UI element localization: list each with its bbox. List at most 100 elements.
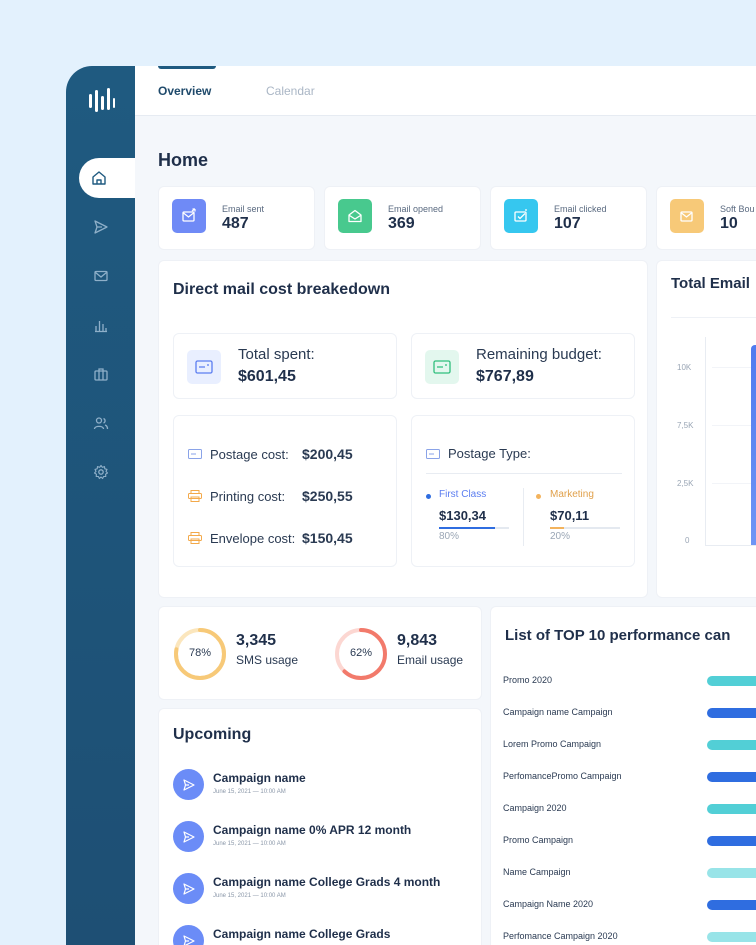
y-axis [705, 337, 706, 545]
upcoming-item[interactable]: Campaign name 0% APR 12 month June 15, 2… [173, 821, 483, 861]
y-tick-label: 7,5K [677, 421, 694, 430]
stat-label: Email opened [388, 204, 444, 214]
stat-value: 107 [554, 215, 581, 232]
x-axis [705, 545, 756, 546]
gridline [712, 483, 756, 484]
top10-bar [707, 804, 756, 814]
upcoming-date: June 15, 2021 — 10:00 AM [213, 789, 286, 795]
upcoming-item[interactable]: Campaign name College Grads [173, 925, 483, 945]
upcoming-item[interactable]: Campaign name College Grads 4 month June… [173, 873, 483, 913]
upcoming-title: Campaign name College Grads [213, 927, 391, 941]
postage-type-percent: 20% [550, 531, 571, 542]
top10-bar [707, 676, 756, 686]
send-icon [173, 925, 204, 945]
email-usage-percent: 62% [349, 647, 373, 659]
mail-icon [93, 270, 108, 282]
divider [523, 488, 524, 546]
sidebar-item-settings[interactable] [66, 452, 135, 492]
top10-label: PerfomancePromo Campaign [503, 771, 622, 781]
sms-usage-percent: 78% [188, 647, 212, 659]
divider [671, 317, 756, 318]
marketing-bar [550, 527, 620, 529]
stat-value: 10 [720, 215, 738, 232]
send-icon [173, 821, 204, 852]
users-icon [93, 417, 108, 430]
sidebar-item-analytics[interactable] [66, 305, 135, 345]
email-usage-value: 9,843 [397, 632, 438, 649]
envelope-cost-row: Envelope cost: $150,45 [188, 530, 353, 546]
stat-label: Soft Bou [720, 204, 755, 214]
remaining-budget-box: Remaining budget: $767,89 [411, 333, 635, 399]
upcoming-title: Campaign name College Grads 4 month [213, 875, 441, 889]
remaining-budget-value: $767,89 [476, 368, 534, 385]
card-icon [425, 350, 459, 384]
total-spent-box: Total spent: $601,45 [173, 333, 397, 399]
postage-icon [426, 449, 440, 459]
card-title: Direct mail cost breakedown [173, 281, 390, 298]
top10-label: Lorem Promo Campaign [503, 739, 602, 749]
cost-label: Printing cost: [210, 488, 286, 504]
top10-bar [707, 772, 756, 782]
postage-type-name: Marketing [550, 489, 594, 500]
sidebar-item-users[interactable] [66, 403, 135, 443]
stat-card-email-clicked[interactable]: Email clicked 107 [490, 186, 647, 250]
divider [426, 473, 622, 474]
top-bar: Overview Calendar [135, 66, 756, 116]
top10-label: Perfomance Campaign 2020 [503, 931, 618, 941]
upcoming-date: June 15, 2021 — 10:00 AM [213, 841, 286, 847]
top10-label: Campaign 2020 [503, 803, 567, 813]
stat-card-soft-bounce[interactable]: Soft Bou 10 [656, 186, 756, 250]
top10-label: Name Campaign [503, 867, 571, 877]
y-tick-label: 2,5K [677, 479, 694, 488]
marketing-bar-fill [550, 527, 564, 529]
active-tab-indicator [158, 66, 216, 69]
sidebar-item-home[interactable] [79, 158, 135, 198]
app-window: Overview Calendar Home Email sent 487 Em… [66, 66, 756, 945]
sms-usage-donut [174, 628, 226, 680]
printing-cost-row: Printing cost: $250,55 [188, 488, 353, 504]
sidebar-item-mail[interactable] [66, 256, 135, 296]
y-tick-label: 0 [685, 536, 690, 545]
usage-card: 78% 3,345 SMS usage 62% 9,843 Email usag… [158, 606, 482, 700]
postage-type-value: $130,34 [439, 508, 486, 523]
send-icon [173, 769, 204, 800]
stat-card-email-sent[interactable]: Email sent 487 [158, 186, 315, 250]
stat-card-email-opened[interactable]: Email opened 369 [324, 186, 481, 250]
marketing-dot [536, 494, 541, 499]
postage-type-box: Postage Type: First Class $130,34 80% Ma… [411, 415, 635, 567]
upcoming-title: Campaign name 0% APR 12 month [213, 823, 412, 837]
sidebar [66, 66, 135, 945]
upcoming-date: June 15, 2021 — 10:00 AM [213, 893, 286, 899]
stat-value: 487 [222, 215, 249, 232]
top10-bar [707, 868, 756, 878]
top10-label: Campaign name Campaign [503, 707, 613, 717]
top10-bar [707, 836, 756, 846]
tab-overview[interactable]: Overview [158, 84, 212, 98]
email-usage-label: Email usage [397, 653, 464, 667]
chart-bar [751, 345, 756, 545]
postage-cost-row: Postage cost: $200,45 [188, 446, 353, 462]
cost-label: Postage cost: [210, 446, 289, 462]
upcoming-title: Campaign name [213, 771, 306, 785]
tab-calendar[interactable]: Calendar [266, 84, 315, 98]
sidebar-item-briefcase[interactable] [66, 354, 135, 394]
email-sent-icon [172, 199, 206, 233]
postage-type-name: First Class [439, 489, 487, 500]
y-tick-label: 10K [677, 363, 692, 372]
card-title: List of TOP 10 performance can [505, 627, 731, 644]
printer-icon [188, 532, 202, 544]
gridline [712, 367, 756, 368]
first-class-bar-fill [439, 527, 495, 529]
sms-usage-value: 3,345 [236, 632, 277, 649]
top10-card: List of TOP 10 performance can Promo 202… [490, 606, 756, 945]
printer-icon [188, 490, 202, 502]
postage-type-label: Postage Type: [448, 446, 531, 461]
gear-icon [93, 464, 108, 480]
top10-bar [707, 740, 756, 750]
sidebar-item-send[interactable] [66, 207, 135, 247]
top10-bar [707, 708, 756, 718]
home-icon [92, 171, 106, 185]
sms-usage-label: SMS usage [236, 653, 299, 667]
email-clicked-icon [504, 199, 538, 233]
upcoming-item[interactable]: Campaign name June 15, 2021 — 10:00 AM [173, 769, 483, 809]
